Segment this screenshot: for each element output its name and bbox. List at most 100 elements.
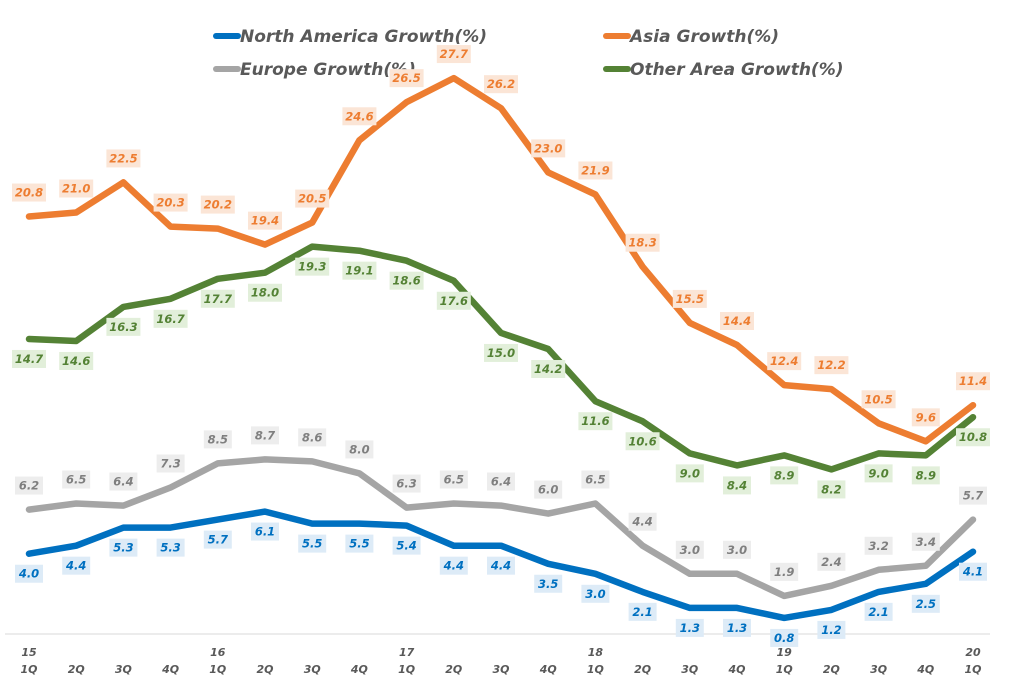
data-label: 18.0: [248, 283, 282, 302]
x-tick-quarter: 3Q: [492, 663, 509, 676]
data-label-bg: [531, 360, 566, 379]
data-label: 4.4: [628, 512, 657, 531]
data-label: 4.0: [15, 564, 43, 583]
data-label-text: 26.5: [392, 71, 420, 85]
x-tick: 3Q: [681, 663, 698, 676]
data-label-bg: [581, 584, 610, 603]
data-label-text: 6.3: [396, 477, 416, 491]
data-label-bg: [436, 45, 471, 64]
data-label-bg: [62, 470, 91, 489]
data-label-text: 10.5: [864, 392, 892, 406]
data-label: 1.2: [817, 620, 846, 639]
data-label-text: 6.4: [491, 475, 511, 489]
data-label-text: 14.2: [534, 362, 562, 376]
data-label-bg: [817, 480, 846, 499]
data-label: 6.5: [62, 470, 91, 489]
data-label-bg: [62, 556, 91, 575]
x-tick-quarter: 2Q: [634, 663, 651, 676]
data-label: 23.0: [531, 139, 566, 158]
data-label: 17.7: [200, 289, 235, 308]
x-tick-quarter: 2Q: [445, 663, 462, 676]
data-label-text: 20.5: [298, 192, 326, 206]
data-label-bg: [251, 522, 279, 541]
data-label-text: 8.7: [255, 428, 275, 442]
data-label-bg: [581, 470, 610, 489]
data-label-text: 1.3: [727, 621, 747, 635]
data-label-bg: [864, 602, 893, 621]
data-label-text: 8.9: [916, 468, 936, 482]
data-label: 26.5: [389, 69, 424, 88]
data-label-text: 3.0: [727, 543, 747, 557]
data-label-bg: [153, 193, 188, 212]
x-tick-year: 15: [21, 646, 37, 659]
data-label-text: 14.6: [62, 354, 90, 368]
data-label: 6.2: [15, 476, 43, 495]
data-label-bg: [295, 189, 330, 208]
data-label: 5.3: [109, 538, 138, 557]
data-label: 8.4: [723, 476, 751, 495]
data-label-text: 2.1: [868, 605, 888, 619]
data-label-text: 1.9: [774, 565, 794, 579]
data-label-bg: [156, 454, 185, 473]
data-label-bg: [770, 628, 799, 647]
data-label-text: 8.2: [821, 482, 841, 496]
data-label-bg: [814, 356, 849, 375]
series-line-north-america-growth: [25, 508, 977, 622]
data-label-bg: [153, 309, 188, 328]
data-label-bg: [392, 536, 421, 555]
data-label-text: 12.4: [770, 354, 798, 368]
x-tick-quarter: 1Q: [776, 663, 793, 676]
x-tick-quarter: 3Q: [870, 663, 887, 676]
data-label-bg: [911, 408, 940, 427]
data-label: 1.3: [723, 618, 751, 637]
data-label-text: 5.5: [302, 537, 322, 551]
data-label-bg: [295, 257, 330, 276]
data-label-text: 8.6: [302, 430, 322, 444]
data-label: 18.3: [625, 233, 660, 252]
data-label-bg: [59, 179, 94, 198]
x-tick-quarter: 1Q: [209, 663, 226, 676]
data-label-bg: [15, 476, 43, 495]
data-label-bg: [392, 474, 421, 493]
x-tick-quarter: 4Q: [161, 663, 179, 676]
data-label: 20.5: [295, 189, 330, 208]
x-tick: 3Q: [304, 663, 321, 676]
data-label-text: 20.2: [204, 198, 232, 212]
data-label-text: 4.0: [18, 567, 39, 581]
data-label-bg: [864, 464, 893, 483]
data-label-text: 1.2: [821, 623, 841, 637]
x-tick-year: 17: [399, 646, 415, 659]
data-label-text: 22.5: [109, 151, 137, 165]
data-label-text: 24.6: [345, 109, 373, 123]
x-tick: 4Q: [161, 663, 179, 676]
data-label: 3.0: [581, 584, 610, 603]
legend-label: Europe Growth(%): [240, 60, 416, 80]
data-label-bg: [864, 536, 893, 555]
data-label: 6.3: [392, 474, 421, 493]
data-label: 4.4: [439, 556, 468, 575]
x-tick-quarter: 3Q: [304, 663, 321, 676]
data-label: 1.3: [675, 618, 704, 637]
data-label: 2.1: [628, 602, 657, 621]
data-label: 12.2: [814, 356, 849, 375]
legend-label: North America Growth(%): [240, 27, 487, 47]
data-label-text: 6.4: [113, 475, 133, 489]
data-label-bg: [723, 476, 751, 495]
data-label-bg: [720, 311, 754, 330]
data-label-bg: [251, 426, 279, 445]
data-label-bg: [342, 261, 377, 280]
data-label-bg: [59, 351, 94, 370]
data-label-bg: [817, 620, 846, 639]
data-label-text: 5.4: [396, 539, 416, 553]
data-label: 20.2: [200, 195, 235, 214]
data-label: 2.5: [911, 594, 940, 613]
data-label-bg: [487, 556, 515, 575]
data-label-text: 27.7: [440, 47, 468, 61]
data-label: 9.0: [864, 464, 893, 483]
